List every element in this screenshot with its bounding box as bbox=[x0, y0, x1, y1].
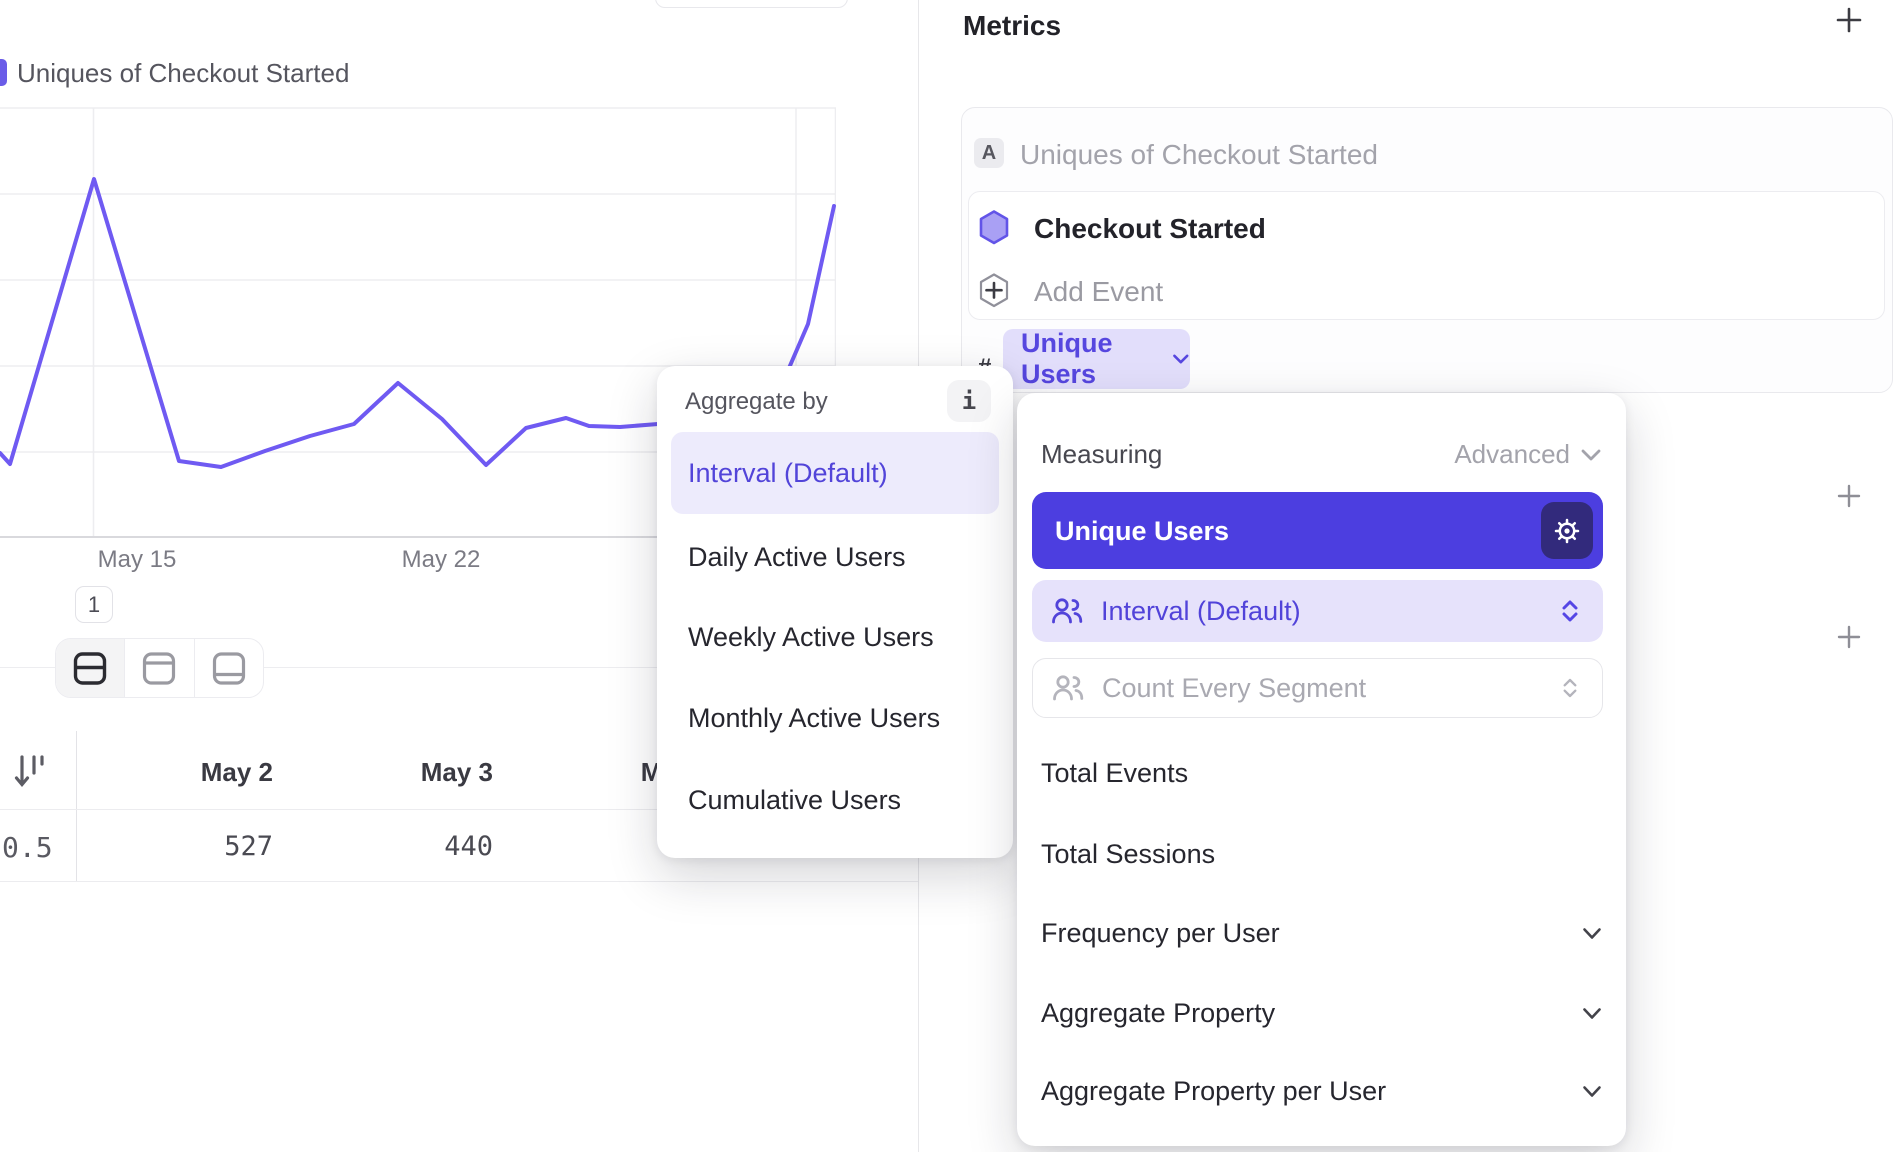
interval-select-label: Interval (Default) bbox=[1101, 595, 1301, 626]
series-count-badge[interactable]: 1 bbox=[75, 586, 113, 623]
measurement-selected-label: Unique Users bbox=[1055, 516, 1230, 546]
sort-order-icon[interactable] bbox=[13, 753, 47, 793]
aggregate-selected-label: Interval (Default) bbox=[688, 457, 888, 488]
aggregate-option[interactable]: Monthly Active Users bbox=[688, 703, 941, 733]
measuring-option-label: Frequency per User bbox=[1041, 917, 1280, 948]
measurement-chip-label: Unique Users bbox=[1021, 328, 1113, 389]
interval-select[interactable]: Interval (Default) bbox=[1032, 580, 1603, 642]
add-event-label[interactable]: Add Event bbox=[1034, 276, 1164, 307]
table-cell: 440 bbox=[444, 831, 493, 862]
layout-header-top-button[interactable] bbox=[124, 639, 193, 697]
x-tick-label: May 15 bbox=[97, 546, 177, 573]
count-every-segment-select[interactable]: Count Every Segment bbox=[1032, 658, 1603, 718]
measuring-option-label: Total Events bbox=[1041, 757, 1189, 788]
add-breakdown-plus-icon[interactable] bbox=[1836, 624, 1862, 650]
metrics-panel-title: Metrics bbox=[963, 10, 1062, 41]
measuring-popup: Measuring Advanced Unique Users bbox=[1017, 393, 1626, 1146]
metric-name[interactable]: Uniques of Checkout Started bbox=[1020, 139, 1378, 170]
chevron-down-icon bbox=[1173, 354, 1189, 364]
layout-split-horizontal-button[interactable] bbox=[56, 639, 125, 697]
measuring-option[interactable]: Total Sessions bbox=[1041, 837, 1602, 871]
advanced-label: Advanced bbox=[1454, 439, 1570, 469]
layout-split-horizontal-icon bbox=[73, 652, 107, 685]
info-icon[interactable]: i bbox=[947, 380, 991, 422]
aggregate-option[interactable]: Weekly Active Users bbox=[688, 622, 934, 652]
measuring-option-label: Aggregate Property bbox=[1041, 997, 1276, 1028]
table-row-underline bbox=[0, 881, 918, 882]
measurement-settings-button[interactable] bbox=[1541, 502, 1593, 559]
count-every-segment-label: Count Every Segment bbox=[1102, 672, 1367, 703]
measuring-option[interactable]: Aggregate Property per User bbox=[1041, 1074, 1602, 1108]
measuring-option[interactable]: Total Events bbox=[1041, 756, 1602, 790]
select-updown-icon bbox=[1562, 600, 1578, 622]
layout-footer-bottom-button[interactable] bbox=[193, 639, 263, 697]
table-header-underline bbox=[0, 809, 918, 810]
gear-icon bbox=[1554, 518, 1580, 543]
measuring-option[interactable]: Aggregate Property bbox=[1041, 996, 1602, 1030]
aggregate-by-popup: Aggregate by i Interval (Default) Daily … bbox=[657, 366, 1013, 858]
add-metric-plus-icon[interactable] bbox=[1835, 6, 1863, 34]
section-divider bbox=[0, 667, 918, 668]
aggregate-option-selected[interactable]: Interval (Default) bbox=[671, 432, 999, 514]
chevron-down-icon bbox=[1581, 449, 1601, 460]
add-event-icon[interactable] bbox=[978, 272, 1010, 309]
measuring-option-label: Aggregate Property per User bbox=[1041, 1075, 1387, 1106]
metric-letter-badge: A bbox=[974, 138, 1004, 168]
table-header-cell[interactable]: May 2 bbox=[200, 757, 273, 787]
table-cell: 527 bbox=[224, 831, 273, 862]
legend-label[interactable]: Uniques of Checkout Started bbox=[17, 58, 350, 88]
aggregate-by-title: Aggregate by bbox=[685, 388, 828, 415]
measurement-chip[interactable]: Unique Users bbox=[1003, 328, 1190, 389]
advanced-toggle[interactable]: Advanced bbox=[1454, 439, 1602, 470]
aggregate-option[interactable]: Cumulative Users bbox=[688, 785, 902, 815]
x-tick-label: May 22 bbox=[401, 546, 481, 573]
users-icon bbox=[1053, 675, 1084, 701]
layout-footer-bottom-icon bbox=[212, 652, 245, 685]
chevron-down-icon bbox=[1583, 927, 1601, 939]
table-header-cell[interactable]: May 3 bbox=[420, 757, 493, 787]
aggregate-option[interactable]: Daily Active Users bbox=[688, 542, 906, 572]
table-column-separator bbox=[76, 731, 77, 881]
measuring-title: Measuring bbox=[1041, 439, 1163, 469]
table-layout-toggle-group bbox=[55, 638, 264, 698]
metric-card: A Uniques of Checkout Started Checkout S… bbox=[961, 107, 1893, 393]
event-card: Checkout Started Add Event bbox=[968, 191, 1885, 320]
event-hexagon-icon bbox=[979, 210, 1009, 245]
chevron-down-icon bbox=[1583, 1007, 1601, 1019]
event-name[interactable]: Checkout Started bbox=[1034, 213, 1266, 244]
add-filter-plus-icon[interactable] bbox=[1836, 483, 1862, 509]
users-icon bbox=[1052, 598, 1083, 624]
measuring-option-label: Total Sessions bbox=[1041, 838, 1216, 869]
legend-swatch-icon bbox=[0, 59, 7, 86]
measuring-option[interactable]: Frequency per User bbox=[1041, 916, 1602, 950]
measurement-selected-button[interactable]: Unique Users bbox=[1032, 492, 1603, 569]
chevron-down-icon bbox=[1583, 1085, 1601, 1097]
select-updown-icon bbox=[1563, 678, 1577, 698]
layout-header-top-icon bbox=[143, 652, 176, 685]
table-row-label: 0.5 bbox=[2, 831, 53, 864]
